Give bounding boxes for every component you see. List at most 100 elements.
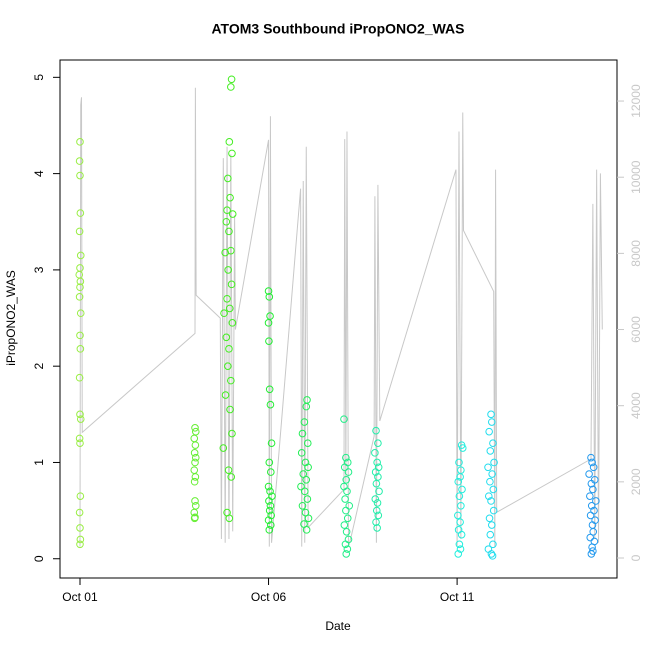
data-point bbox=[224, 362, 232, 370]
data-point bbox=[76, 171, 84, 180]
data-point bbox=[228, 319, 237, 327]
data-point bbox=[76, 209, 85, 217]
y-tick-label: 0 bbox=[32, 555, 46, 562]
data-point bbox=[373, 499, 382, 507]
data-point bbox=[191, 423, 199, 432]
data-point bbox=[456, 518, 464, 526]
data-point bbox=[457, 530, 466, 539]
data-point bbox=[303, 495, 312, 503]
data-point bbox=[264, 516, 273, 525]
data-point bbox=[190, 434, 199, 443]
data-point bbox=[487, 550, 496, 558]
data-point bbox=[226, 405, 234, 414]
data-point bbox=[304, 514, 313, 523]
data-point bbox=[223, 294, 231, 303]
data-point bbox=[372, 506, 381, 515]
data-point bbox=[304, 463, 312, 472]
data-point bbox=[371, 468, 380, 476]
data-point bbox=[221, 248, 229, 257]
data-point bbox=[226, 193, 234, 202]
data-point bbox=[587, 550, 596, 558]
data-point bbox=[371, 449, 379, 457]
data-point bbox=[586, 533, 595, 542]
data-point bbox=[371, 495, 380, 503]
data-point bbox=[191, 473, 200, 481]
data-point bbox=[224, 266, 232, 274]
data-point bbox=[225, 138, 234, 146]
data-point bbox=[456, 473, 464, 481]
data-point bbox=[76, 410, 84, 419]
data-point bbox=[374, 511, 383, 520]
data-point bbox=[587, 453, 595, 462]
data-point bbox=[455, 540, 464, 549]
data-point bbox=[299, 470, 308, 478]
data-point bbox=[75, 227, 84, 236]
data-point bbox=[190, 449, 199, 457]
data-point bbox=[227, 376, 235, 385]
altitude-line bbox=[79, 87, 603, 547]
data-point bbox=[76, 138, 84, 146]
y-tick-label: 1 bbox=[32, 459, 46, 466]
data-point bbox=[228, 429, 236, 438]
data-point bbox=[76, 415, 85, 423]
data-point bbox=[265, 526, 274, 534]
chart-title: ATOM3 Southbound iPropONO2_WAS bbox=[211, 21, 464, 37]
data-point bbox=[456, 545, 465, 553]
data-point bbox=[75, 373, 84, 382]
data-point bbox=[340, 415, 348, 423]
data-point bbox=[486, 477, 494, 486]
data-point bbox=[373, 524, 381, 532]
data-point bbox=[225, 514, 234, 523]
data-point bbox=[265, 293, 274, 301]
y-tick-label: 2 bbox=[32, 363, 46, 370]
data-point bbox=[484, 492, 493, 500]
data-point bbox=[76, 277, 85, 286]
data-point bbox=[485, 427, 493, 436]
data-point bbox=[224, 174, 232, 183]
data-point bbox=[220, 309, 228, 318]
data-point bbox=[586, 492, 594, 500]
data-point bbox=[454, 550, 463, 558]
data-point bbox=[489, 506, 498, 515]
data-point bbox=[191, 453, 200, 462]
data-point bbox=[342, 506, 350, 515]
y-tick-label: 3 bbox=[32, 266, 46, 273]
data-point bbox=[344, 468, 353, 476]
data-point bbox=[487, 410, 495, 419]
data-point bbox=[592, 497, 600, 505]
data-point bbox=[374, 439, 382, 448]
data-point bbox=[76, 251, 85, 260]
data-point bbox=[228, 149, 236, 158]
x-tick-label: Oct 11 bbox=[440, 590, 475, 604]
y-tick-label: 5 bbox=[32, 74, 46, 81]
data-point bbox=[588, 458, 596, 467]
y2-tick-label: 6000 bbox=[629, 316, 643, 343]
data-point bbox=[490, 458, 498, 467]
data-point bbox=[487, 521, 496, 529]
data-point bbox=[487, 418, 496, 426]
data-point bbox=[301, 508, 310, 517]
data-point bbox=[76, 309, 85, 318]
data-point bbox=[265, 337, 273, 345]
data-point bbox=[76, 331, 84, 340]
data-point bbox=[267, 521, 275, 529]
data-point bbox=[190, 466, 199, 474]
data-point bbox=[223, 206, 231, 215]
data-point bbox=[342, 550, 351, 558]
data-point bbox=[343, 514, 352, 523]
data-point bbox=[221, 391, 230, 399]
x-tick-label: Oct 01 bbox=[62, 590, 98, 604]
data-point bbox=[486, 447, 495, 455]
data-point bbox=[191, 497, 199, 505]
y2-tick-label: 2000 bbox=[629, 468, 643, 495]
y2-tick-label: 10000 bbox=[629, 160, 643, 194]
data-point bbox=[76, 283, 84, 292]
data-point bbox=[76, 524, 84, 532]
y2-tick-label: 12000 bbox=[629, 84, 643, 118]
data-point bbox=[484, 545, 493, 553]
data-point bbox=[488, 552, 497, 560]
data-point bbox=[342, 453, 350, 462]
data-point bbox=[75, 293, 84, 301]
y-tick-label: 4 bbox=[32, 170, 46, 177]
data-point bbox=[265, 497, 273, 505]
